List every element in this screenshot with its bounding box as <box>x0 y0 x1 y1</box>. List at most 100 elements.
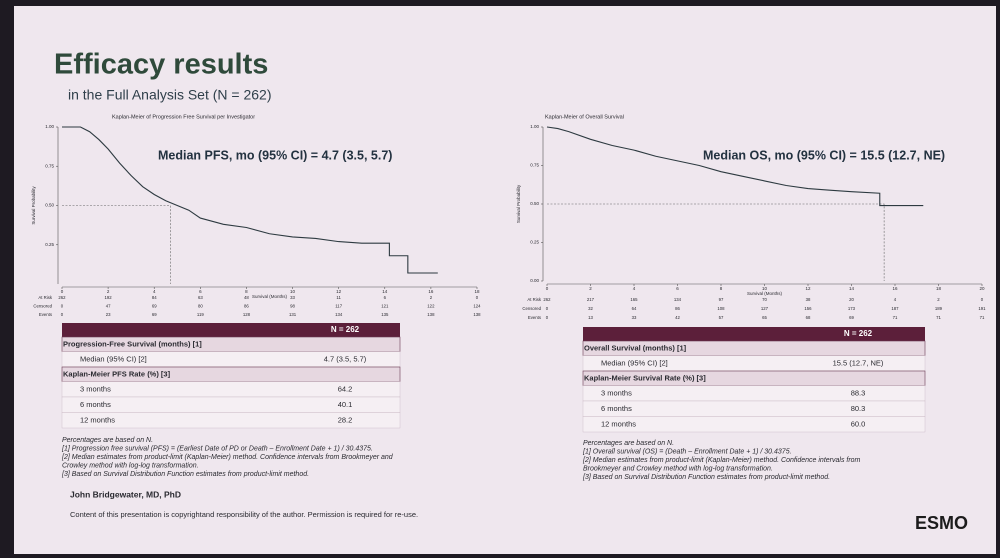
at-risk-value: 191 <box>978 306 986 311</box>
row-label: 12 months <box>80 415 115 424</box>
footnote: Percentages are based on N. <box>583 440 674 447</box>
at-risk-value: 187 <box>891 306 899 311</box>
row-value: 4.7 (3.5, 5.7) <box>324 354 367 363</box>
at-risk-label: At Risk <box>527 297 541 302</box>
at-risk-value: 138 <box>427 312 435 317</box>
at-risk-value: 69 <box>152 312 157 317</box>
at-risk-value: 173 <box>848 306 856 311</box>
at-risk-value: 80 <box>198 304 203 309</box>
median-annotation: Median OS, mo (95% CI) = 15.5 (12.7, NE) <box>703 148 945 162</box>
at-risk-value: 20 <box>849 297 854 302</box>
at-risk-value: 86 <box>244 304 249 309</box>
section-heading: Kaplan-Meier PFS Rate (%) [3] <box>63 369 171 378</box>
y-tick-label: 0.25 <box>45 242 54 247</box>
at-risk-value: 0 <box>61 312 64 317</box>
y-tick-label: 0.25 <box>530 240 539 245</box>
at-risk-value: 64 <box>632 306 637 311</box>
table-header-text: N = 262 <box>844 329 873 338</box>
at-risk-value: 119 <box>197 312 204 317</box>
at-risk-value: 262 <box>543 297 551 302</box>
footnote: [3] Based on Survival Distribution Funct… <box>61 471 309 478</box>
x-tick-label: 2 <box>589 286 592 291</box>
x-tick-label: 18 <box>936 286 942 291</box>
x-axis-label: Survival (Months) <box>252 294 288 299</box>
at-risk-value: 32 <box>588 306 593 311</box>
x-tick-label: 4 <box>633 286 636 291</box>
slide-title: Efficacy results <box>54 49 268 81</box>
at-risk-value: 69 <box>152 304 157 309</box>
x-tick-label: 14 <box>382 289 388 294</box>
copyright: Content of this presentation is copyrigh… <box>70 510 418 519</box>
at-risk-value: 138 <box>473 312 481 317</box>
y-axis-label: Survival Probability <box>516 184 521 223</box>
at-risk-value: 0 <box>546 315 549 320</box>
footnote: [1] Overall survival (OS) = (Death – Enr… <box>582 448 792 455</box>
x-tick-label: 6 <box>676 286 679 291</box>
row-label: 6 months <box>80 400 111 409</box>
row-label: Median (95% CI) [2] <box>601 358 668 367</box>
x-tick-label: 8 <box>720 286 723 291</box>
y-tick-label: 0.50 <box>45 203 54 208</box>
y-tick-label: 1.00 <box>45 124 54 129</box>
at-risk-value: 217 <box>587 297 595 302</box>
at-risk-value: 97 <box>719 297 724 302</box>
x-tick-label: 2 <box>107 289 110 294</box>
at-risk-value: 124 <box>473 304 481 309</box>
at-risk-value: 68 <box>806 315 811 320</box>
at-risk-value: 192 <box>105 295 113 300</box>
footnote: Percentages are based on N. <box>62 437 153 444</box>
at-risk-value: 121 <box>381 304 389 309</box>
survival-curve <box>62 126 438 274</box>
at-risk-label: Censored <box>522 306 541 311</box>
median-reference <box>547 203 885 281</box>
at-risk-value: 71 <box>893 315 898 320</box>
at-risk-value: 57 <box>719 315 724 320</box>
at-risk-value: 128 <box>243 312 251 317</box>
row-value: 28.2 <box>338 415 353 424</box>
slide-subtitle: in the Full Analysis Set (N = 262) <box>68 87 272 103</box>
at-risk-value: 127 <box>761 306 769 311</box>
at-risk-value: 262 <box>58 295 66 300</box>
x-tick-label: 6 <box>199 289 202 294</box>
at-risk-label: Events <box>528 315 541 320</box>
table-header <box>62 323 400 337</box>
at-risk-value: 33 <box>290 295 295 300</box>
y-tick-label: 0.75 <box>45 163 54 168</box>
x-tick-label: 20 <box>979 286 985 291</box>
at-risk-value: 189 <box>935 306 943 311</box>
at-risk-value: 69 <box>849 315 854 320</box>
x-tick-label: 12 <box>336 289 342 294</box>
x-tick-label: 8 <box>245 289 248 294</box>
at-risk-value: 108 <box>717 306 725 311</box>
at-risk-value: 0 <box>981 297 984 302</box>
at-risk-value: 42 <box>675 315 680 320</box>
table-row <box>61 412 401 429</box>
x-tick-label: 10 <box>762 286 768 291</box>
x-tick-label: 18 <box>474 289 480 294</box>
at-risk-label: At Risk <box>38 295 52 300</box>
at-risk-value: 71 <box>936 315 941 320</box>
at-risk-value: 134 <box>674 297 682 302</box>
x-tick-label: 12 <box>805 286 811 291</box>
at-risk-value: 165 <box>630 297 638 302</box>
logo: ESMO <box>915 513 968 533</box>
at-risk-value: 0 <box>546 306 549 311</box>
x-tick-label: 14 <box>849 286 855 291</box>
chart-title: Kaplan-Meier of Progression Free Surviva… <box>112 114 255 120</box>
row-value: 88.3 <box>851 388 866 397</box>
at-risk-label: Events <box>39 312 52 317</box>
at-risk-value: 0 <box>476 295 479 300</box>
row-label: 3 months <box>601 388 632 397</box>
at-risk-value: 2 <box>937 297 940 302</box>
chart-title: Kaplan-Meier of Overall Survival <box>545 114 624 120</box>
y-tick-label: 0.75 <box>530 163 539 168</box>
at-risk-value: 70 <box>762 297 767 302</box>
table-row <box>582 400 926 417</box>
footnote: [3] Based on Survival Distribution Funct… <box>582 474 830 481</box>
x-tick-label: 4 <box>153 289 156 294</box>
x-tick-label: 16 <box>892 286 898 291</box>
section-heading: Overall Survival (months) [1] <box>584 343 687 352</box>
row-label: 3 months <box>80 384 111 393</box>
table-row <box>582 385 926 402</box>
